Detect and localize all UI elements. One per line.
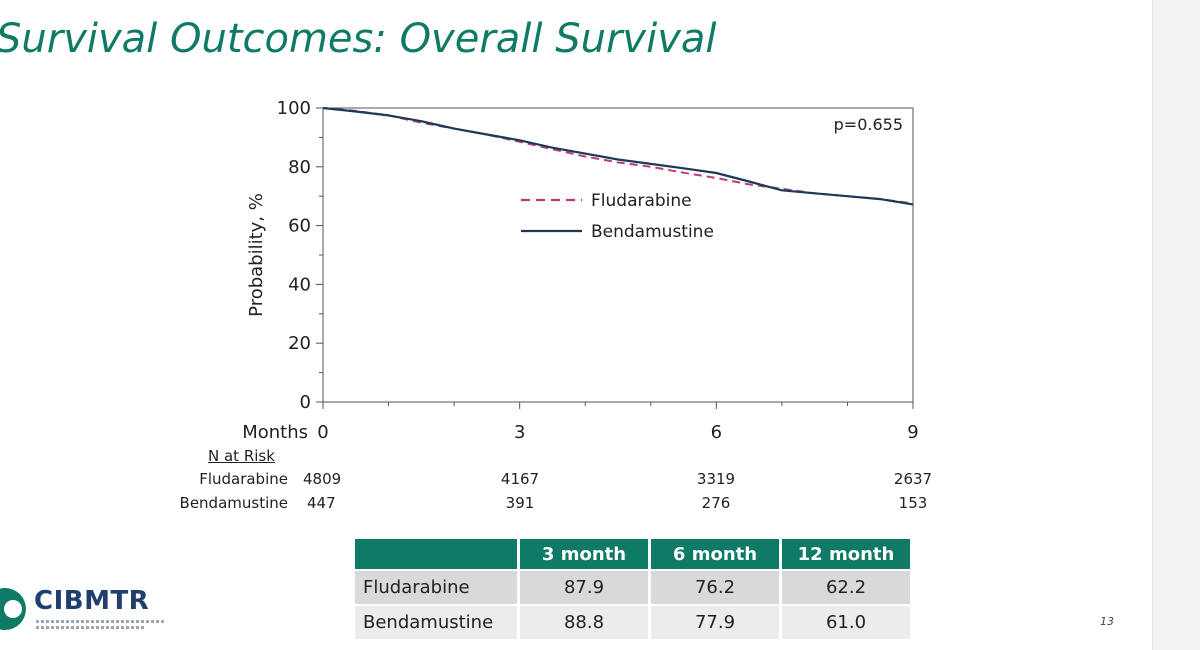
y-tick-label: 80 [288, 157, 311, 178]
legend-label-fludarabine: Fludarabine [591, 191, 692, 211]
summary-row-label: Fludarabine [355, 569, 519, 605]
summary-cell: 87.9 [517, 569, 650, 605]
y-tick-label: 40 [288, 274, 311, 295]
risk-value: 3319 [696, 470, 736, 488]
risk-value: 2637 [893, 470, 933, 488]
x-tick-label: 9 [907, 422, 918, 443]
page-number: 13 [1100, 615, 1114, 628]
risk-table-title: N at Risk [208, 447, 275, 465]
series-line-bendamustine [322, 106, 914, 206]
summary-corner-cell [355, 539, 519, 570]
legend-label-bendamustine: Bendamustine [591, 222, 714, 242]
summary-row-fludarabine: Fludarabine 87.9 76.2 62.2 [355, 569, 910, 605]
side-panel [1152, 0, 1200, 650]
logo-tagline-graphic [36, 620, 164, 623]
slide: Survival Outcomes: Overall Survival 0 20 4… [0, 16, 1114, 642]
logo-text: CIBMTR [34, 586, 150, 616]
risk-value: 276 [701, 494, 731, 512]
plot-frame [322, 107, 914, 403]
risk-value: 447 [307, 494, 336, 512]
summary-header: 12 month [779, 539, 910, 570]
survival-chart: 0 20 40 60 80 100 0 3 6 9 Months Probability, % p=0.… [242, 98, 919, 443]
summary-cell: 61.0 [779, 604, 910, 639]
p-value-annotation: p=0.655 [834, 115, 903, 134]
logo-tagline-graphic [36, 626, 146, 629]
y-tick-label: 60 [288, 216, 311, 237]
summary-row-bendamustine: Bendamustine 88.8 77.9 61.0 [355, 604, 910, 639]
x-tick-label: 0 [317, 422, 328, 443]
summary-cell: 76.2 [648, 569, 781, 605]
summary-header: 6 month [648, 539, 781, 570]
y-tick-label: 100 [277, 98, 311, 119]
risk-value: 153 [898, 494, 928, 512]
y-axis-label: Probability, % [246, 193, 267, 317]
survival-summary-table: 3 month 6 month 12 month Fludarabine 87.… [355, 539, 910, 639]
risk-value: 391 [505, 494, 535, 512]
risk-value: 4809 [303, 470, 342, 488]
risk-label-fludarabine: Fludarabine [199, 470, 288, 488]
summary-cell: 88.8 [517, 604, 650, 639]
y-tick-label: 0 [300, 392, 311, 413]
summary-cell: 77.9 [648, 604, 781, 639]
x-tick-label: 6 [711, 422, 722, 443]
summary-header: 3 month [517, 539, 650, 570]
slide-title: Survival Outcomes: Overall Survival [0, 16, 717, 62]
summary-header-row: 3 month 6 month 12 month [355, 539, 910, 570]
risk-label-bendamustine: Bendamustine [179, 494, 288, 512]
series-line-fludarabine [322, 107, 914, 205]
logo-mark-icon [0, 588, 26, 630]
risk-value: 4167 [500, 470, 540, 488]
summary-row-label: Bendamustine [355, 604, 519, 639]
y-tick-label: 20 [288, 333, 311, 354]
cibmtr-logo: CIBMTR [0, 582, 174, 642]
x-axis-label: Months [242, 422, 308, 443]
x-tick-label: 3 [514, 422, 525, 443]
summary-cell: 62.2 [779, 569, 910, 605]
